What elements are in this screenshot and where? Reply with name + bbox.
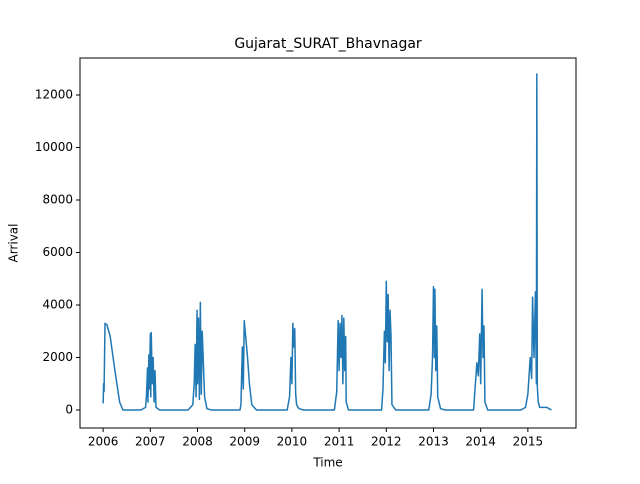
x-tick-label: 2012 [371,435,402,449]
y-axis-label: Arrival [7,224,21,263]
y-tick-label: 10000 [35,140,73,154]
y-tick-label: 8000 [42,193,73,207]
y-tick-label: 6000 [42,245,73,259]
x-tick-label: 2009 [229,435,260,449]
x-axis-label: Time [312,456,342,470]
x-tick-label: 2007 [135,435,166,449]
plot-frame [79,57,577,429]
y-tick-label: 2000 [42,350,73,364]
x-tick-label: 2014 [465,435,496,449]
x-tick-label: 2011 [324,435,355,449]
y-tick-label: 0 [65,402,73,416]
x-tick-label: 2008 [182,435,213,449]
chart-title: Gujarat_SURAT_Bhavnagar [234,36,422,52]
x-tick-label: 2015 [513,435,544,449]
y-tick-label: 12000 [35,88,73,102]
y-tick-label: 4000 [42,297,73,311]
data-line [102,73,552,411]
x-tick-label: 2010 [277,435,308,449]
x-tick-label: 2013 [418,435,449,449]
x-tick-label: 2006 [88,435,119,449]
